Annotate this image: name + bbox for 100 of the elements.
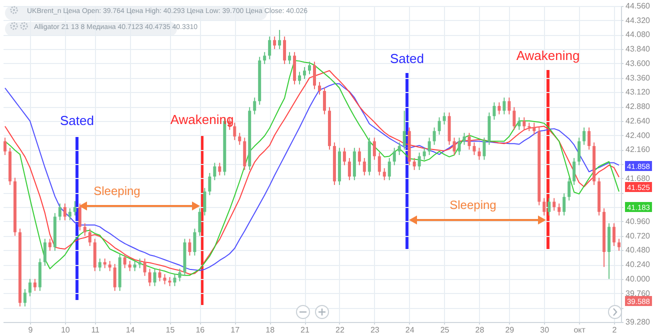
candlestick (198, 208, 202, 236)
candlestick (208, 172, 212, 196)
candlestick (288, 52, 292, 65)
x-tick-label: 21 (300, 326, 310, 334)
annotation: Sleeping (94, 184, 140, 198)
x-tick-label: 23 (370, 326, 380, 334)
candlestick (278, 29, 282, 50)
candlestick (203, 187, 206, 216)
candlestick (308, 61, 312, 75)
x-tick-label: 29 (505, 326, 515, 334)
candlestick (312, 61, 316, 90)
y-tick-label: 43.120 (626, 88, 651, 97)
y-tick-label: 40.480 (626, 246, 651, 255)
candlestick (148, 268, 152, 287)
candlestick (43, 238, 46, 266)
y-tick-label: 42.880 (626, 102, 651, 112)
candlestick (498, 102, 501, 115)
x-tick-label: 14 (126, 326, 136, 334)
candlestick (163, 274, 166, 285)
y-tick-label: 44.560 (626, 2, 651, 10)
y-tick-label: 42.400 (626, 130, 651, 140)
candlestick (33, 278, 36, 292)
candlestick (348, 158, 351, 181)
candlestick (273, 36, 276, 50)
candlestick (173, 274, 176, 287)
x-tick-label: 10 (60, 326, 70, 334)
candlestick (482, 137, 486, 160)
candlestick (562, 192, 566, 216)
candlestick (418, 152, 421, 170)
candlestick (432, 126, 436, 146)
candlestick (73, 200, 76, 216)
x-tick-label: 9 (28, 326, 34, 334)
x-tick-label: 18 (266, 326, 276, 334)
y-tick-label: 39.760 (626, 288, 651, 298)
annotation: Awakening (516, 48, 580, 63)
x-tick-label: 2 (612, 326, 618, 334)
candlestick (143, 258, 146, 276)
candlestick (412, 158, 416, 170)
candlestick (478, 147, 481, 160)
x-tick-label: 28 (475, 326, 485, 334)
x-tick-label: 22 (336, 326, 345, 334)
candlestick (452, 137, 456, 156)
candlestick (83, 222, 86, 236)
candlestick (263, 52, 266, 65)
candlestick (472, 142, 476, 156)
candlestick (103, 258, 106, 269)
candlestick (572, 158, 576, 186)
candlestick (318, 82, 321, 96)
x-tick-label: 24 (405, 326, 415, 334)
candlestick (193, 228, 196, 256)
candlestick (442, 112, 446, 125)
candlestick (388, 158, 391, 181)
candlestick (542, 198, 546, 216)
candlestick (113, 263, 116, 292)
candlestick (108, 260, 112, 272)
y-tick-label: 42.160 (626, 145, 651, 154)
x-tick-label: 17 (230, 326, 240, 334)
candlestick (552, 198, 556, 212)
y-tick-label: 44.320 (626, 16, 651, 25)
annotation: Sleeping (450, 198, 496, 212)
candlestick (88, 228, 92, 246)
candlestick (63, 203, 66, 221)
candlestick (362, 158, 366, 176)
candlestick (68, 208, 72, 221)
candlestick (508, 97, 511, 115)
candlestick (133, 260, 136, 272)
y-tick-label: 43.360 (626, 73, 651, 82)
x-tick-label: 25 (440, 326, 450, 334)
candlestick (268, 36, 272, 60)
candlestick (548, 198, 551, 216)
candlestick (392, 147, 396, 166)
candlestick (568, 177, 571, 202)
x-tick-label: 11 (91, 326, 100, 334)
y-tick-label: 43.840 (626, 44, 651, 54)
candlestick (512, 106, 516, 130)
y-tick-label: 40.000 (626, 274, 651, 284)
y-tick-label: 42.640 (626, 116, 651, 126)
candlestick (342, 147, 346, 166)
candlestick (58, 203, 62, 221)
candlestick (303, 66, 306, 80)
candlestick (322, 86, 326, 115)
candlestick (382, 168, 386, 181)
candlestick (298, 71, 302, 85)
candlestick (502, 97, 506, 115)
y-tick-label: 43.600 (626, 58, 651, 68)
candlestick (612, 222, 616, 246)
candlestick (218, 162, 222, 176)
candlestick (398, 142, 401, 156)
annotation: Awakening (170, 112, 234, 127)
y-tick-label: 40.240 (626, 260, 651, 270)
candlestick (378, 152, 381, 176)
candlestick (462, 132, 466, 146)
candlestick (438, 116, 441, 136)
candlestick (518, 116, 521, 130)
candlestick (153, 268, 156, 287)
annotation: Sated (390, 51, 424, 66)
y-tick-label: 41.680 (626, 174, 651, 183)
candlestick (558, 203, 561, 216)
y-tick-label: 44.080 (626, 30, 651, 40)
y-tick-label: 40.960 (626, 216, 651, 226)
